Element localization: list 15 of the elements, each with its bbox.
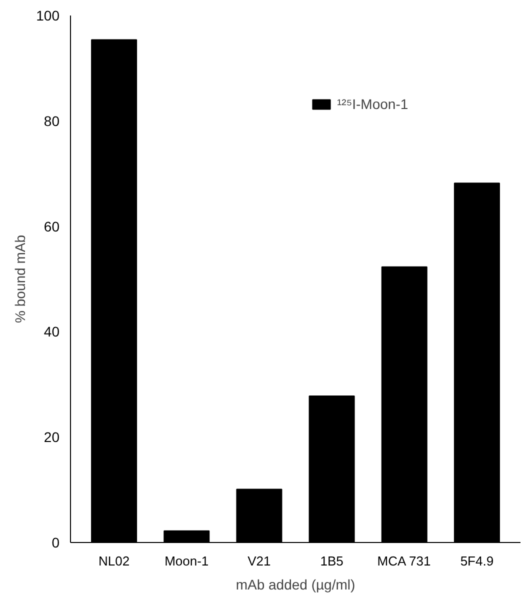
x-tick-label: NL02 [98,554,130,568]
x-axis-title: mAb added (µg/ml) [236,576,356,592]
y-axis-title: % bound mAb [12,234,28,323]
legend-label: ¹²⁵I-Moon-1 [337,96,408,112]
y-tick-label: 100 [36,8,60,24]
x-tick-label: 5F4.9 [460,554,494,568]
x-tick-label: Moon-1 [164,554,209,568]
x-tick-label: MCA 731 [377,554,431,568]
x-tick-label: V21 [248,554,271,568]
x-tick-label: 1B5 [320,554,344,568]
y-tick-label: 80 [44,112,60,129]
y-tick-label: 60 [44,218,60,234]
y-tick-label: 20 [44,429,60,446]
y-tick-label: 0 [52,534,60,550]
y-tick-label: 40 [44,324,60,340]
